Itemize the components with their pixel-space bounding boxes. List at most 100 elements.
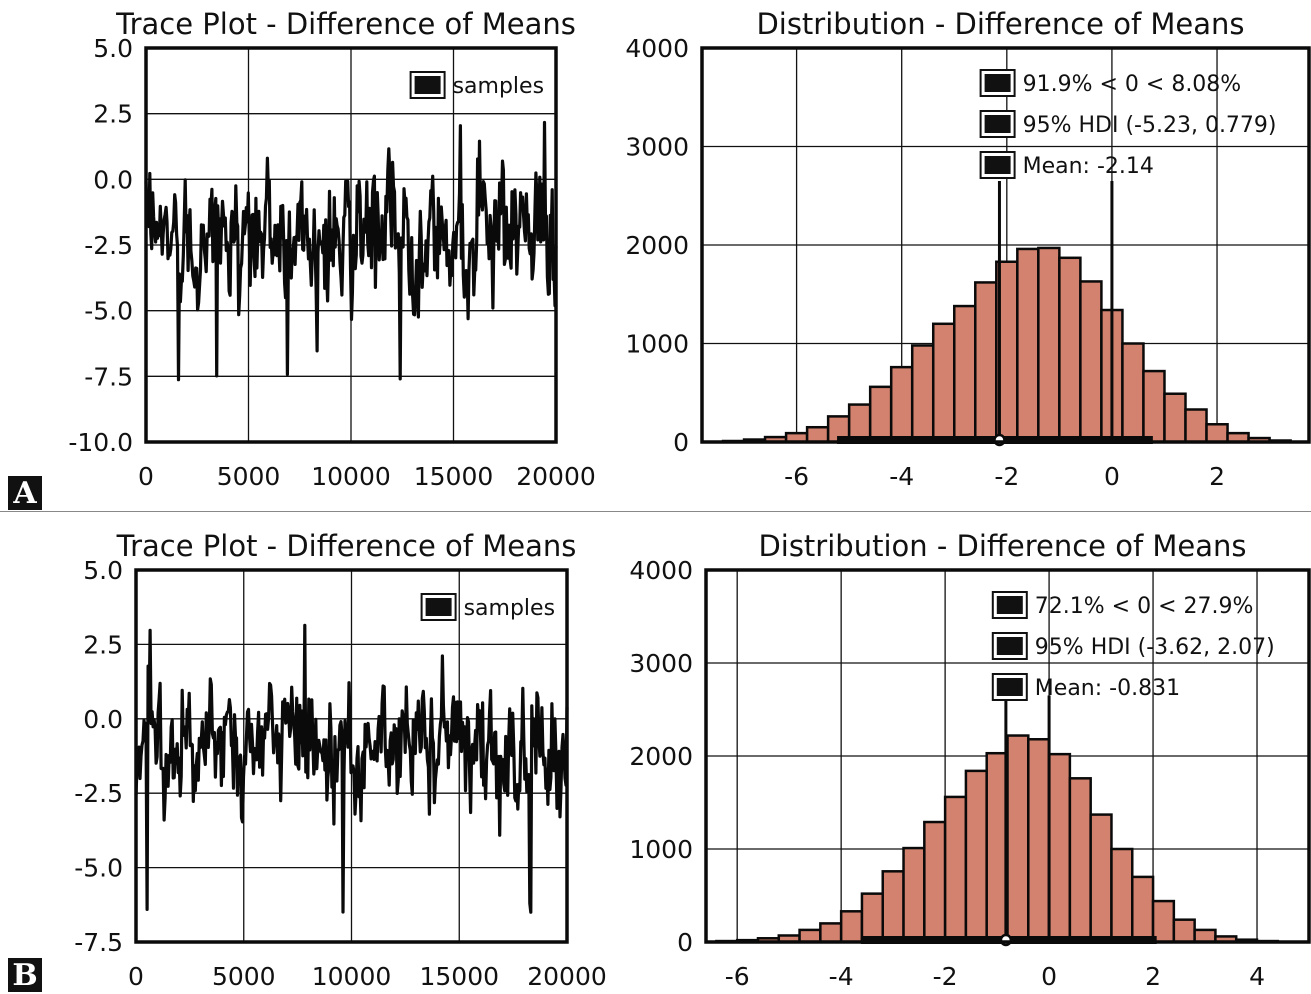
B-dist-ytick-label: 1000 xyxy=(629,835,693,864)
A-dist-bar xyxy=(910,344,935,444)
A-trace-xtick-label: 15000 xyxy=(414,462,494,491)
B-dist-xtick-label: 0 xyxy=(1041,962,1057,991)
B-dist-bar xyxy=(1006,734,1030,944)
B-trace-xtick-label: 15000 xyxy=(419,962,499,991)
A-dist-bar xyxy=(805,425,830,444)
A-dist-chart: -6 -4 -2 0 2 4000 3000 2000 1000 0 Distribution - … xyxy=(625,7,1311,491)
A-dist-xtick-label: -6 xyxy=(784,462,809,491)
A-dist-legend-entry: 91.9% < 0 < 8.08% xyxy=(1023,72,1242,97)
B-dist-bar xyxy=(1047,752,1072,944)
B-dist-legend-entry: 95% HDI (-3.62, 2.07) xyxy=(1035,635,1275,660)
A-dist-legend-swatch xyxy=(984,156,1011,174)
B-dist-bar xyxy=(839,910,864,944)
A-dist-bar xyxy=(1163,392,1187,444)
A-trace-legend-swatch xyxy=(414,76,441,94)
A-dist-bar xyxy=(1184,408,1208,444)
A-trace-xtick-label: 10000 xyxy=(311,462,391,491)
A-dist-bar xyxy=(953,304,977,444)
A-trace-ytick-label: -2.5 xyxy=(84,231,133,260)
A-dist-xtick-label: 2 xyxy=(1209,462,1225,491)
B-trace-ytick-label: -7.5 xyxy=(74,928,123,957)
B-dist-legend-swatch xyxy=(996,596,1023,614)
B-trace-trace-line xyxy=(134,623,569,914)
A-dist-bar xyxy=(974,281,998,444)
A-dist-legend-swatch xyxy=(984,115,1011,133)
A-trace-ytick-label: 0.0 xyxy=(93,165,133,194)
B-dist-bar xyxy=(1068,777,1092,944)
B-dist-ytick-label: 2000 xyxy=(629,742,693,771)
B-trace-chart: 0 5000 10000 15000 20000 5.0 2.5 0.0 -2.5 -5.0 -7.… xyxy=(74,529,607,991)
A-trace-plot-frame xyxy=(144,46,558,444)
B-trace-ytick-label: 5.0 xyxy=(83,556,123,585)
A-dist-bar xyxy=(868,385,893,444)
B-dist-ytick-label: 3000 xyxy=(629,649,693,678)
A-dist-ytick-label: 2000 xyxy=(625,231,689,260)
B-trace-legend-swatch xyxy=(425,598,452,616)
B-trace-title: Trace Plot - Difference of Means xyxy=(116,529,577,563)
B-dist-bar xyxy=(964,769,988,944)
A-trace-ytick-label: 2.5 xyxy=(93,100,133,129)
B-trace-xtick-label: 20000 xyxy=(527,962,607,991)
B-dist-bar xyxy=(798,928,822,944)
B-dist-legend-entry: Mean: -0.831 xyxy=(1035,676,1180,701)
A-dist-bar xyxy=(1142,369,1166,444)
A-dist-xtick-label: -2 xyxy=(994,462,1019,491)
B-dist-legend-swatch xyxy=(996,678,1023,696)
A-dist-xtick-label: -4 xyxy=(889,462,914,491)
B-dist-bar xyxy=(860,892,884,944)
B-dist-chart: -6 -4 -2 0 2 4 4000 3000 2000 1000 0 Distribution -… xyxy=(629,529,1311,991)
B-dist-bar xyxy=(881,870,905,944)
B-dist-xtick-label: -6 xyxy=(725,962,750,991)
panel-divider xyxy=(0,511,1311,512)
B-dist-bar xyxy=(1131,875,1155,944)
A-dist-legend-entry: 95% HDI (-5.23, 0.779) xyxy=(1023,113,1277,138)
A-dist-bar xyxy=(1016,247,1040,444)
B-dist-legend-swatch xyxy=(996,637,1023,655)
A-trace-xtick-label: 0 xyxy=(138,462,154,491)
B-dist-bar xyxy=(1151,899,1176,944)
B-dist-bar xyxy=(902,846,926,944)
A-dist-xtick-label: 0 xyxy=(1104,462,1120,491)
B-dist-bar xyxy=(923,820,947,944)
A-dist-legend-swatch xyxy=(984,74,1011,92)
B-dist-bar xyxy=(819,922,843,944)
B-trace-ytick-label: -5.0 xyxy=(74,854,123,883)
A-dist-plot-frame xyxy=(700,46,1311,444)
A-trace-legend-entry: samples xyxy=(453,74,544,99)
B-trace-ytick-label: 2.5 xyxy=(83,630,123,659)
A-trace-title: Trace Plot - Difference of Means xyxy=(115,7,576,41)
B-dist-bar xyxy=(1110,847,1134,944)
B-dist-xtick-label: -2 xyxy=(933,962,958,991)
panel-label-a: A xyxy=(8,476,42,511)
B-dist-xtick-label: -4 xyxy=(829,962,854,991)
B-trace-xtick-label: 5000 xyxy=(212,962,276,991)
B-dist-bar xyxy=(1193,928,1217,944)
B-dist-xtick-label: 4 xyxy=(1249,962,1265,991)
B-dist-bar xyxy=(943,795,968,944)
A-dist-ytick-label: 1000 xyxy=(625,330,689,359)
B-trace-xtick-label: 10000 xyxy=(312,962,392,991)
B-dist-xtick-label: 2 xyxy=(1145,962,1161,991)
B-dist-plot-frame xyxy=(704,568,1311,944)
A-dist-ytick-label: 4000 xyxy=(625,34,689,63)
A-dist-bar xyxy=(1037,246,1061,444)
A-trace-ytick-label: -5.0 xyxy=(84,297,133,326)
A-dist-legend-entry: Mean: -2.14 xyxy=(1023,154,1154,179)
panel-label-b: B xyxy=(8,958,42,993)
A-dist-ytick-label: 3000 xyxy=(625,133,689,162)
B-dist-bar xyxy=(1172,918,1196,944)
B-trace-plot-frame xyxy=(134,568,569,944)
A-trace-xtick-label: 5000 xyxy=(217,462,281,491)
A-trace-chart: 0 5000 10000 15000 20000 5.0 2.5 0.0 -2.5 -5.0 -7.… xyxy=(68,7,595,491)
B-dist-bar xyxy=(985,751,1009,944)
B-dist-ytick-label: 0 xyxy=(677,928,693,957)
A-dist-bar xyxy=(1205,423,1229,444)
B-trace-legend-entry: samples xyxy=(464,596,555,621)
B-dist-title: Distribution - Difference of Means xyxy=(758,529,1246,563)
B-dist-bar xyxy=(1027,738,1051,944)
A-dist-bar xyxy=(1079,280,1103,444)
A-dist-bar xyxy=(889,365,914,444)
A-dist-bar xyxy=(1058,256,1082,444)
A-dist-bar xyxy=(1121,342,1145,444)
